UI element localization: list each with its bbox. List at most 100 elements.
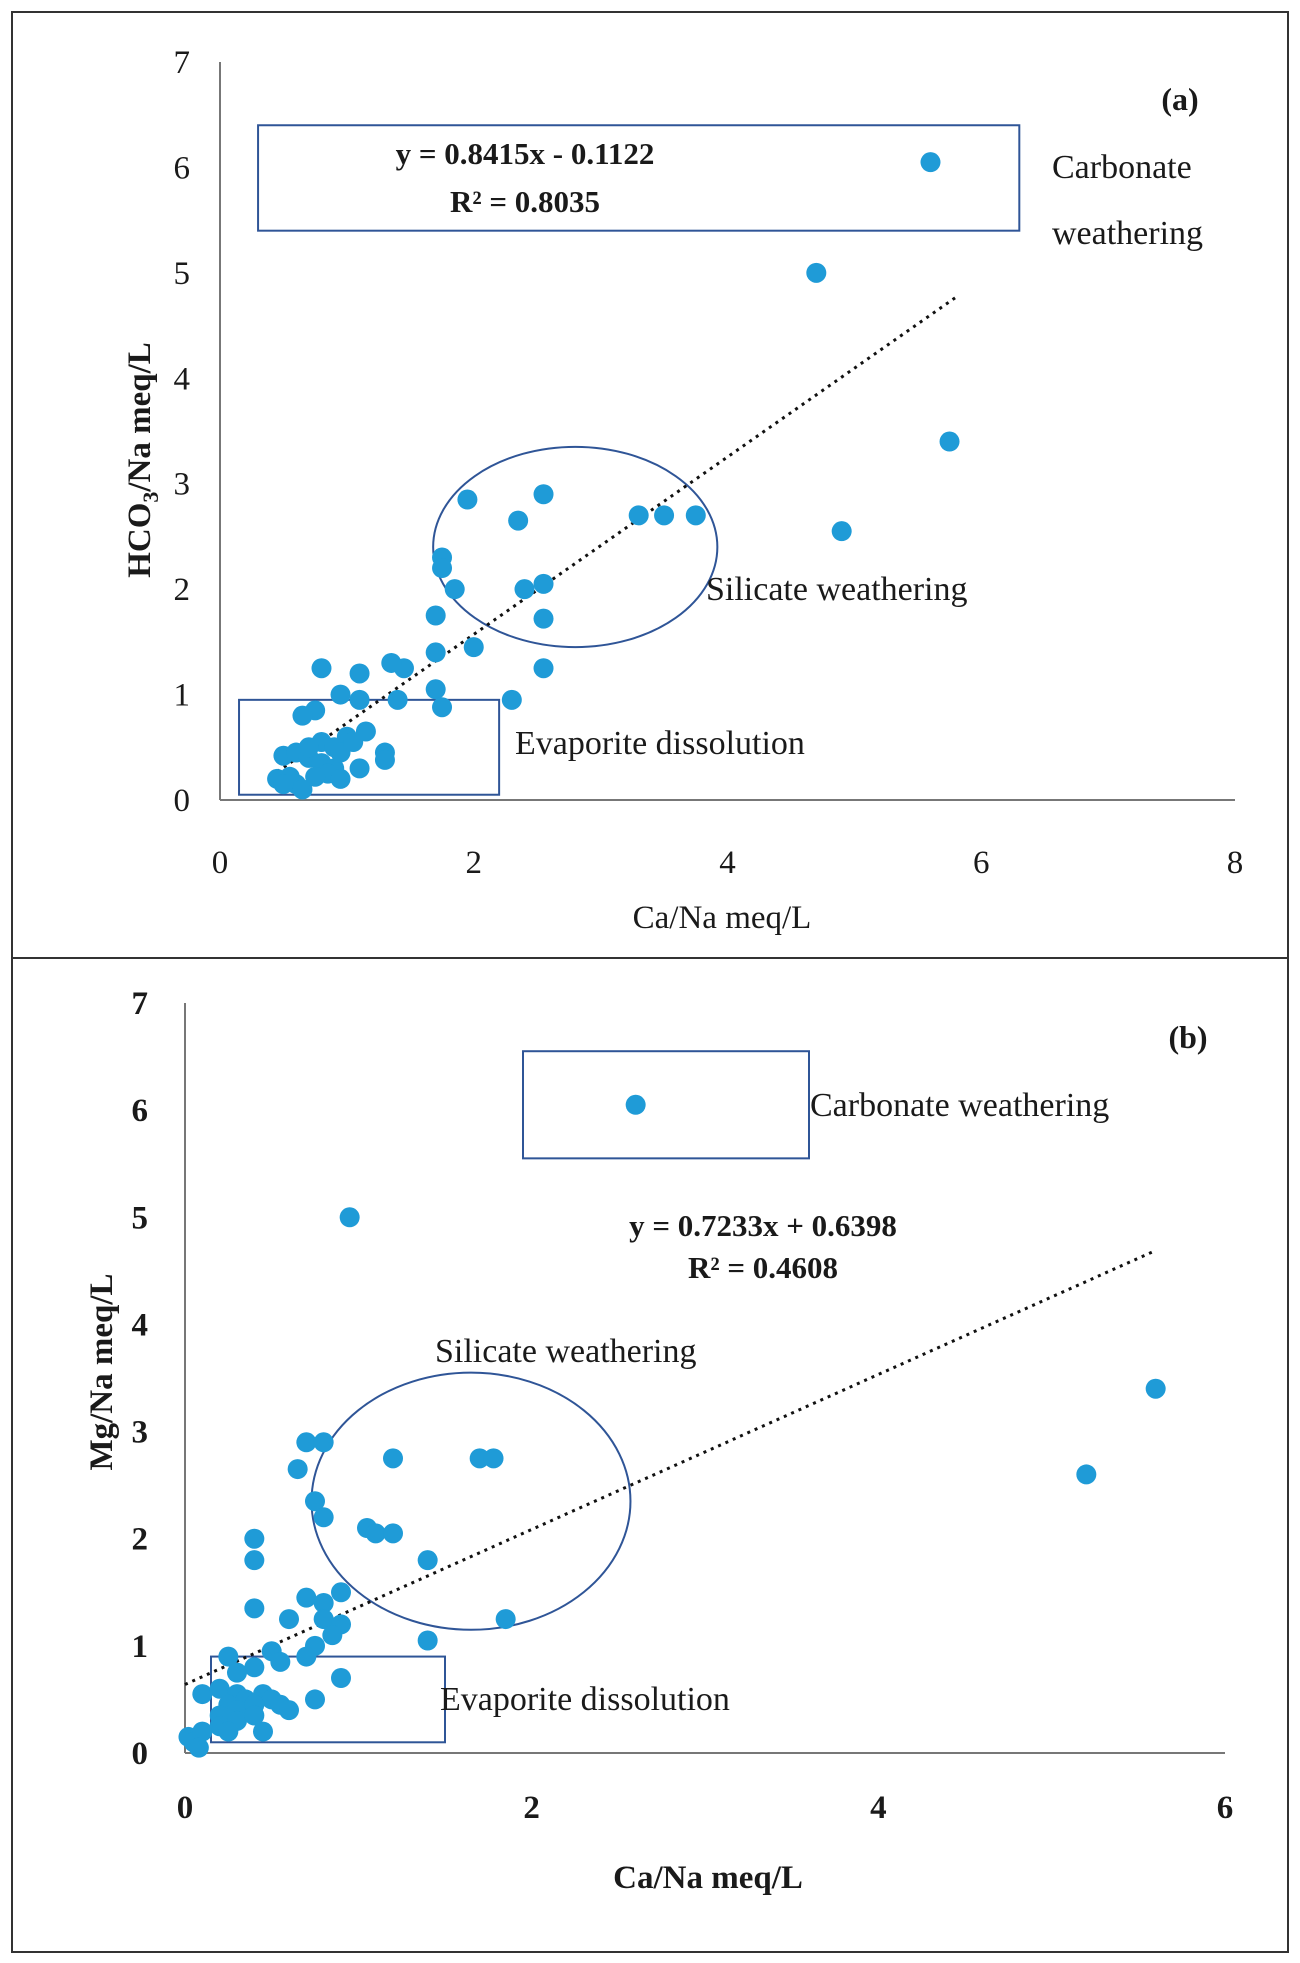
panel-b-y-tick-label: 7 xyxy=(132,986,149,1022)
panel-a-data-point xyxy=(292,779,313,800)
panel-a-data-point xyxy=(444,579,465,600)
panel-a-data-point xyxy=(939,431,960,452)
panel-a-data-point xyxy=(654,505,675,526)
panel-b-data-point xyxy=(192,1684,213,1705)
panel-a-data-point xyxy=(501,689,522,710)
panel-a-x-tick-label: 6 xyxy=(973,845,990,881)
panel-a-axes xyxy=(219,62,1235,801)
panel-b-y-tick-label: 0 xyxy=(132,1736,149,1772)
panel-a-data-point xyxy=(374,749,395,770)
panel-a-silicate-label: Silicate weathering xyxy=(706,571,968,608)
panel-b-data-point xyxy=(331,1668,351,1688)
panel-b-tick-labels: 0 2 4 6 0 1 2 3 4 5 6 7 xyxy=(132,986,1234,1826)
panel-b-data-point xyxy=(244,1657,265,1678)
panel-a-data-point xyxy=(685,505,706,526)
panel-b-data-point xyxy=(296,1432,317,1453)
panel-b-y-tick-label: 2 xyxy=(132,1522,149,1558)
panel-b-data-point xyxy=(279,1700,299,1721)
panel-a-y-tick-label: 2 xyxy=(174,572,191,608)
panel-b-data-point xyxy=(483,1448,504,1469)
panel-b-data-point xyxy=(287,1459,308,1480)
panel-a-y-tick-label: 6 xyxy=(174,150,191,186)
panel-b-y-tick-label: 5 xyxy=(132,1200,149,1236)
panel-b-y-tick-label: 1 xyxy=(132,1629,149,1665)
panel-b-carbonate-box xyxy=(522,1050,810,1160)
panel-b-data-point xyxy=(331,1582,351,1603)
panel-a-data-point xyxy=(330,684,351,705)
panel-a-data-point xyxy=(831,521,852,542)
panel-b-data-point xyxy=(218,1646,239,1667)
panel-a-data-point xyxy=(387,689,408,710)
panel-b: 0 2 4 6 0 1 2 3 4 5 6 7 (b) y = 0.7233x + 0.6398 R²… xyxy=(84,986,1233,1896)
panel-a-carbonate-label-line2: weathering xyxy=(1052,215,1203,252)
panel-a-y-label-sub: 3 xyxy=(138,492,163,503)
panel-b-data-point xyxy=(383,1448,403,1469)
panel-b-data-point xyxy=(244,1598,265,1619)
panel-b-data-point xyxy=(383,1523,403,1544)
panel-a-data-point xyxy=(292,705,313,726)
panel-a-data-point xyxy=(514,579,535,600)
panel-a-data-point xyxy=(432,697,453,718)
panel-a-data-point xyxy=(349,758,370,779)
panel-b-data-point xyxy=(417,1550,438,1571)
panel-a-y-tick-label: 0 xyxy=(174,783,191,819)
panel-a-silicate-ellipse xyxy=(432,445,719,649)
panel-b-y-tick-label: 3 xyxy=(132,1415,149,1451)
panel-b-x-axis-label: Ca/Na meq/L xyxy=(613,1860,803,1896)
panel-a-data-point xyxy=(381,652,402,673)
panel-b-x-tick-label: 0 xyxy=(177,1790,194,1826)
panel-a-x-tick-label: 0 xyxy=(212,845,229,881)
panel-a-y-tick-label: 5 xyxy=(174,256,191,292)
panel-a-data-point xyxy=(508,510,529,531)
panel-a-legend-marker xyxy=(920,152,941,173)
panel-a-carbonate-box xyxy=(257,124,1021,232)
panel-b-data-point xyxy=(1076,1464,1097,1485)
panel-a-data-point xyxy=(311,658,332,679)
panel-b-data-point xyxy=(218,1721,239,1742)
panel-b-data-point xyxy=(296,1646,317,1667)
panel-b-data-point xyxy=(313,1432,334,1453)
panel-a-data-point xyxy=(463,637,484,658)
panel-a-x-tick-label: 8 xyxy=(1227,845,1244,881)
panel-b-silicate-label: Silicate weathering xyxy=(435,1333,697,1370)
panel-b-legend-marker xyxy=(625,1094,646,1115)
panel-b-data-point xyxy=(495,1609,516,1630)
panel-a-points xyxy=(267,262,960,800)
panel-b-data-point xyxy=(227,1662,247,1683)
panel-b-x-tick-label: 6 xyxy=(1217,1790,1234,1826)
panel-a-data-point xyxy=(305,766,326,787)
panel-b-r-squared: R² = 0.4608 xyxy=(688,1250,838,1285)
panel-b-y-tick-label: 4 xyxy=(132,1307,149,1343)
panel-a-x-axis-label: Ca/Na meq/L xyxy=(633,900,812,936)
panel-a-data-point xyxy=(457,489,478,510)
panel-a-data-point xyxy=(425,642,446,663)
panel-a-trendline xyxy=(269,296,957,778)
panel-a-x-tick-label: 2 xyxy=(466,845,483,881)
panel-b-data-point xyxy=(188,1737,209,1758)
panel-a-data-point xyxy=(298,737,319,758)
panel-b-data-point xyxy=(270,1651,291,1672)
panel-b-data-point xyxy=(469,1448,490,1469)
panel-b-data-point xyxy=(279,1609,299,1630)
panel-a-equation: y = 0.8415x - 0.1122 xyxy=(396,136,655,171)
panel-a-data-point xyxy=(533,608,554,629)
panel-a-y-label-main: HCO xyxy=(122,503,158,578)
panel-a-trendline-group xyxy=(269,296,957,778)
panel-b-data-point xyxy=(417,1630,438,1651)
panel-a-x-tick-label: 4 xyxy=(719,845,736,881)
panel-a-data-point xyxy=(533,573,554,594)
panel-b-carbonate-label: Carbonate weathering xyxy=(810,1087,1109,1124)
panel-a-tick-labels: 0 2 4 6 8 0 1 2 3 4 5 6 7 xyxy=(174,45,1244,881)
panel-b-label: (b) xyxy=(1168,1019,1207,1055)
panel-b-data-point xyxy=(192,1721,213,1742)
panel-b-y-axis-label: Mg/Na meq/L xyxy=(84,1273,120,1470)
panel-a-data-point xyxy=(628,505,649,526)
panel-a-data-point xyxy=(349,689,370,710)
panel-a-carbonate-label-line1: Carbonate xyxy=(1052,149,1192,186)
panel-a-y-tick-label: 1 xyxy=(174,678,191,714)
panel-a-r-squared: R² = 0.8035 xyxy=(450,184,600,219)
panel-b-data-point xyxy=(305,1689,325,1710)
panel-b-data-point xyxy=(339,1207,360,1228)
panel-a-label: (a) xyxy=(1161,81,1198,117)
figure-frame xyxy=(11,11,1289,1953)
